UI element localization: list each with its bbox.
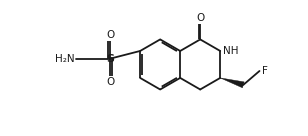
Text: O: O [106,30,114,40]
Text: O: O [196,13,204,23]
Text: H₂N: H₂N [55,54,75,64]
Text: NH: NH [222,46,238,56]
Text: S: S [106,54,114,64]
Text: O: O [106,77,114,87]
Polygon shape [220,78,244,88]
Text: F: F [262,66,268,76]
